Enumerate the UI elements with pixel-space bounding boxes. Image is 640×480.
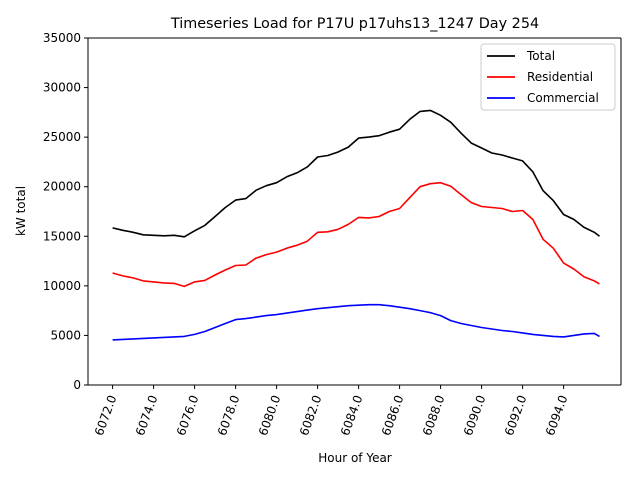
legend: Total Residential Commercial: [480, 43, 616, 111]
y-tick-label: 30000: [43, 81, 81, 95]
y-tick-label: 15000: [43, 229, 81, 243]
y-tick-label: 20000: [43, 180, 81, 194]
legend-label-total: Total: [526, 49, 555, 63]
chart-title: Timeseries Load for P17U p17uhs13_1247 D…: [170, 16, 539, 32]
y-tick-label: 10000: [43, 279, 81, 293]
y-axis-label: kW total: [14, 186, 28, 236]
series-line-residential: [112, 181, 600, 288]
y-tick-label: 5000: [50, 328, 81, 342]
series-line-commercial: [112, 303, 600, 341]
legend-frame: [480, 43, 616, 111]
y-tick-label: 35000: [43, 31, 81, 45]
legend-label-residential: Residential: [527, 70, 593, 84]
y-tick-label: 0: [73, 378, 81, 392]
y-tick-label: 25000: [43, 130, 81, 144]
series-layer: [112, 109, 600, 341]
series-line-total: [112, 109, 600, 238]
x-axis-label: Hour of Year: [318, 451, 392, 465]
y-axis: 0 5000 10000 15000 20000 25000 30000 35000: [43, 31, 88, 392]
axes-frame: [87, 37, 622, 386]
legend-label-commercial: Commercial: [527, 91, 599, 105]
